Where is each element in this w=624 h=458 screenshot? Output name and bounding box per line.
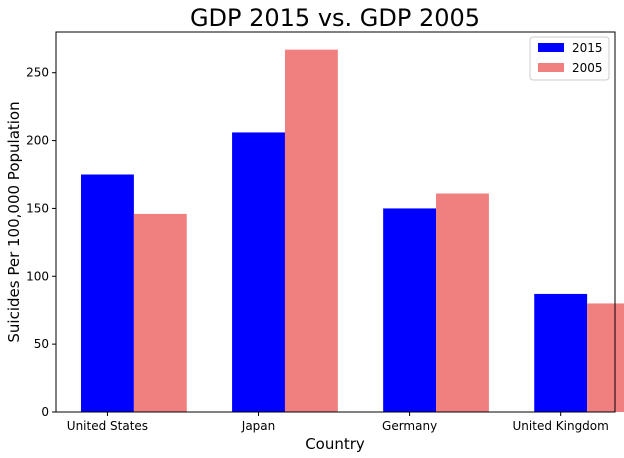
x-tick-label-germany: Germany <box>382 419 437 433</box>
bar-2005-japan <box>284 49 338 412</box>
x-tick-label-united-kingdom: United Kingdom <box>513 419 609 433</box>
y-tick-label: 100 <box>26 269 49 283</box>
x-tick-label-united-states: United States <box>67 419 148 433</box>
legend-label-2015: 2015 <box>572 41 603 55</box>
legend-swatch-2015 <box>538 43 564 52</box>
x-axis: United States Japan Germany United Kingdom <box>67 412 609 433</box>
chart-title: GDP 2015 vs. GDP 2005 <box>190 4 480 32</box>
y-axis-label: Suicides Per 100,000 Population <box>5 101 23 342</box>
x-axis-label: Country <box>305 435 365 453</box>
plot-frame <box>55 31 616 413</box>
y-axis: 0 50 100 150 200 250 <box>26 66 56 419</box>
bar-2015-japan <box>232 132 285 412</box>
bar-2015-germany <box>383 208 437 412</box>
legend-label-2005: 2005 <box>572 61 603 75</box>
bar-2005-united-kingdom <box>587 303 624 412</box>
bar-2005-germany <box>436 193 489 412</box>
bar-2015-united-states <box>81 174 134 412</box>
legend: 2015 2005 <box>529 36 610 81</box>
y-tick-label: 0 <box>41 405 49 419</box>
bar-2005-united-states <box>133 213 187 412</box>
x-tick-label-japan: Japan <box>241 419 275 433</box>
y-tick-label: 150 <box>26 201 49 215</box>
y-tick-label: 50 <box>34 337 49 351</box>
y-tick-label: 200 <box>26 134 49 148</box>
bars-group <box>81 49 624 412</box>
bar-2015-united-kingdom <box>534 293 588 412</box>
y-tick-label: 250 <box>26 66 49 80</box>
legend-swatch-2005 <box>538 63 564 72</box>
